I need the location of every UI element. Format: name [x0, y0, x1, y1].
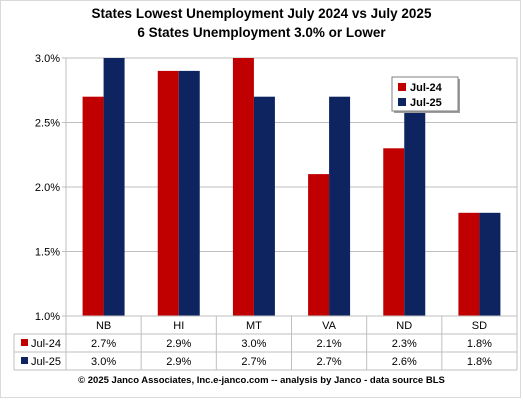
category-label: ND — [396, 320, 412, 332]
chart-title: States Lowest Unemployment July 2024 vs … — [91, 6, 432, 21]
category-label: SD — [472, 320, 487, 332]
bar-jul-24-nb — [82, 96, 104, 316]
y-tick-label: 3.0% — [35, 53, 60, 65]
legend-label: Jul-24 — [410, 82, 443, 94]
bar-jul-24-sd — [458, 212, 480, 316]
footer-credit: © 2025 Janco Associates, Inc.e-janco.com… — [78, 375, 445, 386]
category-label: NB — [96, 320, 111, 332]
category-label: MT — [246, 320, 262, 332]
bar-jul-25-va — [329, 96, 351, 316]
bar-jul-25-hi — [178, 70, 200, 317]
table-value: 3.0% — [241, 338, 266, 350]
table-series-name: Jul-25 — [31, 356, 61, 368]
table-legend-key — [21, 339, 28, 346]
table-value: 2.1% — [317, 338, 342, 350]
table-value: 1.8% — [467, 356, 492, 368]
bar-jul-25-mt — [253, 96, 275, 316]
bar-jul-25-nd — [404, 109, 426, 316]
table-series-name: Jul-24 — [31, 338, 61, 350]
table-value: 2.7% — [241, 356, 266, 368]
chart-subtitle: 6 States Unemployment 3.0% or Lower — [137, 25, 386, 40]
bar-jul-24-mt — [232, 58, 254, 316]
bar-jul-24-hi — [157, 70, 179, 317]
legend-key-jul-24 — [398, 83, 406, 91]
bar-jul-25-nb — [103, 58, 125, 316]
y-tick-label: 1.0% — [35, 311, 60, 323]
bar-jul-24-va — [308, 174, 330, 316]
category-label: HI — [173, 320, 184, 332]
table-value: 3.0% — [91, 356, 116, 368]
table-value: 2.6% — [392, 356, 417, 368]
bar-jul-25-sd — [479, 212, 501, 316]
table-value: 2.3% — [392, 338, 417, 350]
category-label: VA — [322, 320, 337, 332]
y-tick-label: 2.5% — [35, 118, 60, 130]
y-tick-label: 2.0% — [35, 182, 60, 194]
table-value: 2.7% — [91, 338, 116, 350]
table-legend-key — [21, 357, 28, 364]
y-tick-label: 1.5% — [35, 247, 60, 259]
bar-jul-24-nd — [383, 148, 405, 316]
table-value: 2.7% — [317, 356, 342, 368]
table-value: 1.8% — [467, 338, 492, 350]
legend-label: Jul-25 — [410, 97, 442, 109]
table-value: 2.9% — [166, 338, 191, 350]
table-value: 2.9% — [166, 356, 191, 368]
legend-key-jul-25 — [398, 98, 406, 106]
